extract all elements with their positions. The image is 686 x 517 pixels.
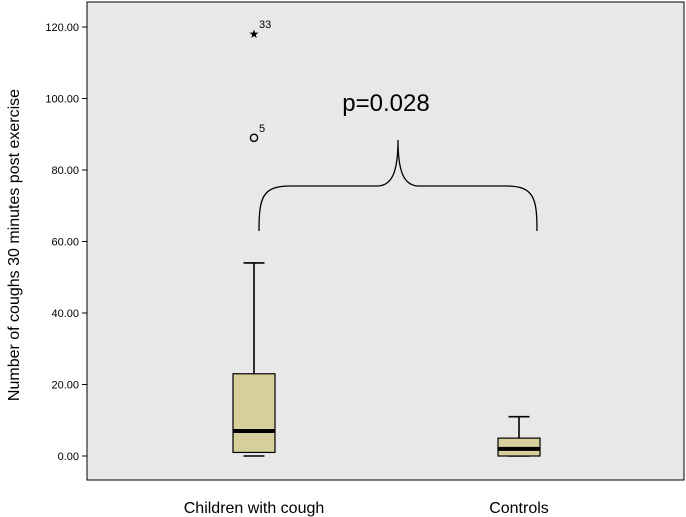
y-axis-title: Number of coughs 30 minutes post exercis… [6, 89, 23, 401]
y-tick-label: 60.00 [51, 237, 79, 249]
comparison-brace [258, 139, 538, 232]
box-controls [497, 415, 541, 457]
outlier-star: ★ [249, 27, 260, 41]
outlier-label: 33 [259, 19, 271, 31]
y-tick-label: 120.00 [45, 22, 79, 34]
x-category-label: Controls [489, 500, 549, 517]
boxplot-series [232, 262, 541, 457]
y-tick-label: 0.00 [58, 451, 79, 463]
y-tick-label: 100.00 [45, 94, 79, 106]
x-axis: Children with cough Controls [184, 500, 549, 517]
outlier-markers: 5 ★33 [249, 19, 271, 143]
outlier-circle [249, 133, 259, 143]
y-tick-label: 40.00 [51, 308, 79, 320]
plot-area [86, 1, 685, 481]
box-iqr [232, 373, 276, 454]
outlier-label: 5 [259, 123, 265, 135]
x-category-label: Children with cough [184, 500, 325, 517]
p-value-annotation: p=0.028 [342, 90, 429, 117]
box-children-with-cough [232, 262, 276, 457]
y-tick-label: 20.00 [51, 380, 79, 392]
y-axis: 0.00 20.00 40.00 60.00 80.00 100.00 120.00 [45, 22, 87, 463]
y-tick-label: 80.00 [51, 165, 79, 177]
